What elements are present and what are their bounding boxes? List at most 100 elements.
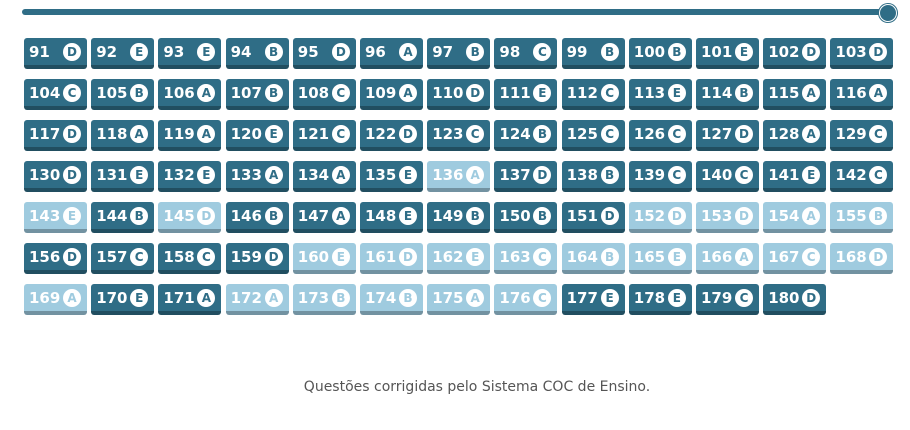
question-tile[interactable]: 127 D [696, 120, 759, 151]
question-tile[interactable]: 171 A [158, 284, 222, 315]
question-tile[interactable]: 169 A [24, 284, 87, 315]
question-tile[interactable]: 142 C [830, 161, 894, 192]
question-tile[interactable]: 164 B [561, 243, 625, 274]
question-number: 108 [297, 83, 330, 102]
question-tile[interactable]: 144 B [91, 202, 155, 233]
question-tile[interactable]: 134 A [292, 161, 356, 192]
question-tile[interactable]: 141 E [763, 161, 827, 192]
question-tile[interactable]: 109 A [360, 79, 423, 110]
question-tile[interactable]: 122 D [360, 120, 423, 151]
question-tile[interactable]: 91 D [24, 38, 87, 69]
question-tile[interactable]: 145 D [158, 202, 222, 233]
question-tile[interactable]: 99 B [561, 38, 625, 69]
question-tile[interactable]: 153 D [696, 202, 759, 233]
question-tile[interactable]: 92 E [91, 38, 155, 69]
question-tile[interactable]: 97 B [427, 38, 491, 69]
answer-letter: E [667, 83, 686, 102]
question-tile[interactable]: 125 C [561, 120, 625, 151]
question-tile[interactable]: 180 D [763, 284, 827, 315]
answer-letter: E [197, 165, 216, 184]
question-tile[interactable]: 154 A [763, 202, 827, 233]
question-tile[interactable]: 130 D [24, 161, 87, 192]
question-tile[interactable]: 143 E [24, 202, 87, 233]
question-tile[interactable]: 139 C [628, 161, 692, 192]
question-tile[interactable]: 151 D [561, 202, 625, 233]
question-tile[interactable]: 100 B [628, 38, 692, 69]
question-tile[interactable]: 104 C [24, 79, 87, 110]
question-tile[interactable]: 174 B [360, 284, 423, 315]
question-tile[interactable]: 113 E [628, 79, 692, 110]
question-tile[interactable]: 120 E [225, 120, 289, 151]
question-tile[interactable]: 132 E [158, 161, 222, 192]
question-tile[interactable]: 93 E [158, 38, 222, 69]
question-tile[interactable]: 108 C [292, 79, 356, 110]
answer-letter: D [735, 206, 753, 225]
question-tile[interactable]: 176 C [494, 284, 558, 315]
question-tile[interactable]: 160 E [292, 243, 356, 274]
progress-knob[interactable] [879, 4, 897, 22]
question-tile[interactable]: 107 B [225, 79, 289, 110]
question-tile[interactable]: 105 B [91, 79, 155, 110]
question-tile[interactable]: 133 A [225, 161, 289, 192]
question-number: 104 [29, 83, 61, 102]
question-number: 131 [96, 165, 128, 184]
question-number: 118 [96, 124, 128, 143]
question-tile[interactable]: 126 C [628, 120, 692, 151]
question-tile[interactable]: 136 A [427, 161, 491, 192]
question-tile[interactable]: 128 A [763, 120, 827, 151]
question-tile[interactable]: 119 A [158, 120, 222, 151]
question-tile[interactable]: 146 B [225, 202, 289, 233]
question-tile[interactable]: 117 D [24, 120, 87, 151]
question-tile[interactable]: 129 C [830, 120, 894, 151]
question-tile[interactable]: 96 A [360, 38, 423, 69]
question-tile[interactable]: 101 E [696, 38, 759, 69]
question-tile[interactable]: 148 E [360, 202, 423, 233]
question-tile[interactable]: 173 B [292, 284, 356, 315]
question-tile[interactable]: 140 C [696, 161, 759, 192]
question-tile[interactable]: 121 C [292, 120, 356, 151]
question-tile[interactable]: 178 E [628, 284, 692, 315]
question-tile[interactable]: 131 E [91, 161, 155, 192]
question-tile[interactable]: 135 E [360, 161, 423, 192]
question-tile[interactable]: 168 D [830, 243, 894, 274]
question-tile[interactable]: 163 C [494, 243, 558, 274]
question-tile[interactable]: 149 B [427, 202, 491, 233]
question-tile[interactable]: 114 B [696, 79, 759, 110]
question-tile[interactable]: 138 B [561, 161, 625, 192]
question-tile[interactable]: 116 A [830, 79, 894, 110]
question-tile[interactable]: 179 C [696, 284, 759, 315]
question-tile[interactable]: 172 A [225, 284, 289, 315]
question-tile[interactable]: 158 C [158, 243, 222, 274]
question-tile[interactable]: 103 D [830, 38, 894, 69]
question-tile[interactable]: 167 C [763, 243, 827, 274]
question-tile[interactable]: 150 B [494, 202, 558, 233]
question-tile[interactable]: 98 C [494, 38, 558, 69]
answer-letter: E [130, 165, 149, 184]
question-tile[interactable]: 112 C [561, 79, 625, 110]
question-tile[interactable]: 170 E [91, 284, 155, 315]
question-tile[interactable]: 177 E [561, 284, 625, 315]
question-tile[interactable]: 162 E [427, 243, 491, 274]
question-tile[interactable]: 166 A [696, 243, 759, 274]
question-tile[interactable]: 157 C [91, 243, 155, 274]
question-tile[interactable]: 156 D [24, 243, 87, 274]
question-tile[interactable]: 152 D [628, 202, 692, 233]
question-number: 144 [96, 206, 128, 225]
question-tile[interactable]: 137 D [494, 161, 558, 192]
question-tile[interactable]: 110 D [427, 79, 491, 110]
question-tile[interactable]: 155 B [830, 202, 894, 233]
question-tile[interactable]: 123 C [427, 120, 491, 151]
question-tile[interactable]: 94 B [225, 38, 289, 69]
question-tile[interactable]: 95 D [292, 38, 356, 69]
question-tile[interactable]: 147 A [292, 202, 356, 233]
question-tile[interactable]: 175 A [427, 284, 491, 315]
question-tile[interactable]: 159 D [225, 243, 289, 274]
question-tile[interactable]: 106 A [158, 79, 222, 110]
question-tile[interactable]: 111 E [494, 79, 558, 110]
question-tile[interactable]: 118 A [91, 120, 155, 151]
question-tile[interactable]: 115 A [763, 79, 827, 110]
question-tile[interactable]: 165 E [628, 243, 692, 274]
question-tile[interactable]: 102 D [763, 38, 827, 69]
question-tile[interactable]: 124 B [494, 120, 558, 151]
question-tile[interactable]: 161 D [360, 243, 423, 274]
